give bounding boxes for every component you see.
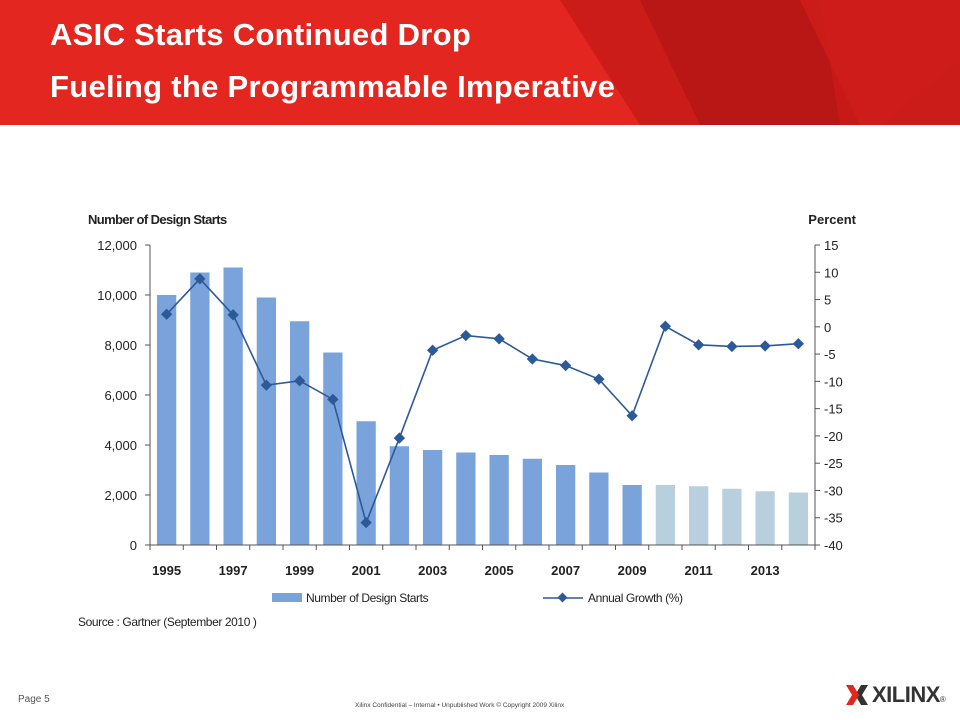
x-tick-label: 2003 xyxy=(418,563,447,578)
legend-label-bars: Number of Design Starts xyxy=(306,591,429,605)
left-tick-label: 4,000 xyxy=(104,438,137,453)
growth-point xyxy=(626,410,638,422)
growth-point xyxy=(393,432,406,444)
growth-point xyxy=(460,329,472,342)
bar xyxy=(223,267,243,545)
left-tick-label: 10,000 xyxy=(97,288,137,303)
growth-point xyxy=(426,344,439,356)
page-number: Page 5 xyxy=(18,694,50,705)
bar xyxy=(788,492,809,545)
bar xyxy=(422,450,443,545)
left-tick-label: 12,000 xyxy=(97,238,137,253)
right-tick-label: 5 xyxy=(824,293,831,308)
slide-title: ASIC Starts Continued Drop xyxy=(50,17,472,52)
x-tick-label: 2007 xyxy=(551,563,580,578)
right-tick-label: 15 xyxy=(824,238,838,253)
x-tick-label: 1995 xyxy=(152,563,181,578)
bar xyxy=(688,486,709,545)
growth-point xyxy=(792,338,805,350)
left-tick-label: 8,000 xyxy=(104,338,137,353)
x-tick-label: 2013 xyxy=(751,563,780,578)
bar xyxy=(655,485,676,545)
x-tick-label: 2001 xyxy=(352,563,381,578)
xilinx-logo-icon xyxy=(846,685,868,705)
growth-point xyxy=(726,340,738,353)
bar xyxy=(722,488,742,545)
right-tick-label: -35 xyxy=(824,511,843,526)
growth-point xyxy=(593,373,605,385)
bar xyxy=(622,485,642,545)
right-tick-label: -40 xyxy=(824,538,843,553)
growth-point xyxy=(759,340,771,352)
growth-point xyxy=(293,375,306,387)
growth-point xyxy=(160,308,173,320)
header-banner: ASIC Starts Continued Drop Fueling the P… xyxy=(0,0,960,125)
growth-point xyxy=(493,333,505,345)
left-tick-label: 2,000 xyxy=(104,488,137,503)
growth-point xyxy=(692,339,705,351)
registered-mark: ® xyxy=(939,695,946,704)
bar xyxy=(190,272,210,545)
right-tick-label: 0 xyxy=(824,320,831,335)
legend-label-line: Annual Growth (%) xyxy=(588,591,683,605)
bar xyxy=(522,458,543,545)
growth-point xyxy=(360,516,372,529)
x-tick-label: 2011 xyxy=(685,563,713,578)
right-tick-label: 10 xyxy=(824,265,838,280)
bar xyxy=(589,472,609,545)
x-tick-label: 2005 xyxy=(485,563,514,578)
x-tick-label: 2009 xyxy=(618,563,647,578)
legend-swatch-marker xyxy=(557,592,568,603)
bar xyxy=(256,297,277,545)
left-axis-title: Number of Design Starts xyxy=(88,212,227,227)
x-tick-label: 1997 xyxy=(219,563,248,578)
growth-point xyxy=(194,273,206,285)
bar xyxy=(289,321,310,545)
right-axis-title: Percent xyxy=(808,212,856,227)
bar xyxy=(456,452,476,545)
header-decoration xyxy=(560,0,960,125)
source-note: Source : Gartner (September 2010 ) xyxy=(78,615,257,629)
growth-point xyxy=(526,353,539,365)
bar xyxy=(555,465,576,545)
line-series xyxy=(160,273,805,529)
right-tick-label: -30 xyxy=(824,483,843,498)
bar xyxy=(323,352,343,545)
growth-point xyxy=(659,320,672,332)
growth-point xyxy=(327,393,339,406)
bar-series xyxy=(156,267,809,545)
xilinx-logo: XILINX ® xyxy=(846,680,946,710)
right-tick-label: -15 xyxy=(824,402,843,417)
legend: Number of Design Starts Annual Growth (%… xyxy=(272,591,683,605)
growth-line xyxy=(166,277,799,526)
growth-point xyxy=(260,379,273,391)
bar xyxy=(356,421,376,545)
confidentiality-notice: Xilinx Confidential – Internal • Unpubli… xyxy=(355,702,565,709)
legend-swatch-bars xyxy=(272,593,302,602)
right-tick-label: -20 xyxy=(824,429,843,444)
xilinx-logo-text: XILINX xyxy=(872,682,940,707)
left-tick-label: 6,000 xyxy=(104,388,137,403)
growth-point xyxy=(227,309,239,321)
bar xyxy=(489,455,509,545)
slide-subtitle: Fueling the Programmable Imperative xyxy=(50,69,616,104)
x-tick-label: 1999 xyxy=(285,563,314,578)
bar xyxy=(156,295,177,545)
right-tick-label: -10 xyxy=(824,374,843,389)
right-tick-label: -5 xyxy=(824,347,836,362)
bar xyxy=(755,491,775,545)
bar xyxy=(389,446,410,545)
left-tick-label: 0 xyxy=(130,538,137,553)
right-tick-label: -25 xyxy=(824,456,843,471)
growth-point xyxy=(559,359,572,372)
axes: 0 2,000 4,000 6,000 8,000 10,000 12,000 -40 -35 -… xyxy=(97,238,843,578)
